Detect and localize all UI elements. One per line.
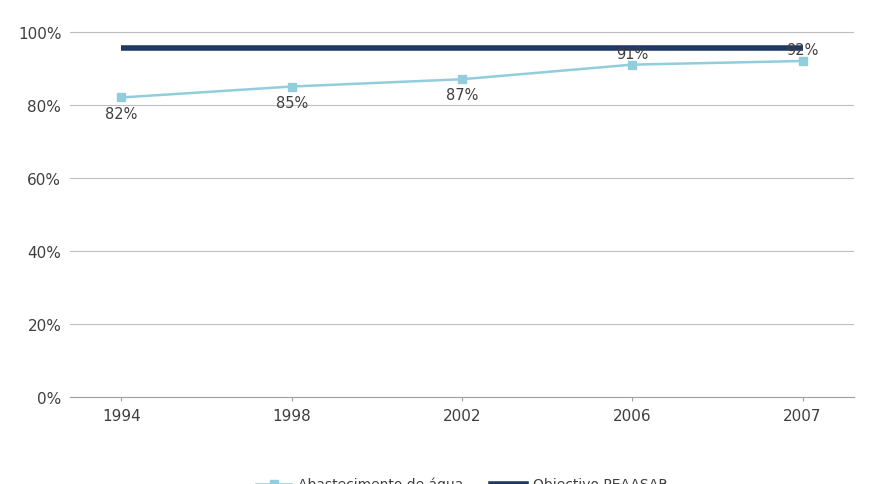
Text: 87%: 87% [446, 88, 478, 103]
Text: 82%: 82% [106, 106, 137, 121]
Text: 91%: 91% [616, 47, 649, 62]
Legend: Abastecimento de água, Objectivo PEAASAR: Abastecimento de água, Objectivo PEAASAR [251, 471, 673, 484]
Text: 92%: 92% [787, 43, 818, 58]
Text: 85%: 85% [275, 95, 308, 110]
